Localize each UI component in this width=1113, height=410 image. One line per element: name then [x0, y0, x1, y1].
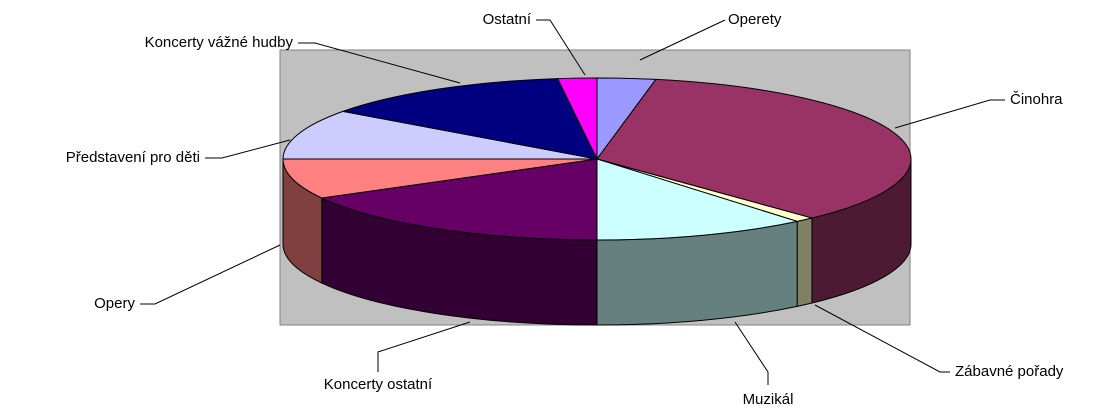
- slice: [282, 158, 598, 199]
- slice-label: Koncerty vážné hudby: [145, 34, 294, 51]
- slice: [282, 110, 598, 160]
- slice: [320, 158, 598, 241]
- slice-label: Muzikál: [743, 391, 794, 408]
- slice-label: Představení pro děti: [66, 149, 200, 166]
- slice-side: [796, 217, 813, 308]
- slice-label: Ostatní: [483, 11, 532, 28]
- slice-label: Koncerty ostatní: [324, 376, 433, 393]
- slice-label: Opery: [94, 295, 135, 312]
- slice-label: Zábavné pořady: [955, 363, 1064, 380]
- leader-line: [734, 321, 769, 385]
- slice: [341, 78, 598, 160]
- leader-line: [205, 139, 291, 159]
- leader-line: [639, 19, 726, 61]
- slice: [596, 158, 800, 241]
- slice: [556, 77, 598, 160]
- leader-line: [140, 244, 281, 305]
- leader-line: [814, 304, 950, 373]
- leader-line: [536, 19, 586, 76]
- leader-line: [298, 42, 461, 84]
- slice-label: Činohra: [1010, 91, 1063, 108]
- slice-label: Operety: [728, 11, 782, 28]
- slice: [596, 78, 912, 219]
- leader-line: [377, 321, 471, 372]
- leader-line: [894, 99, 1005, 129]
